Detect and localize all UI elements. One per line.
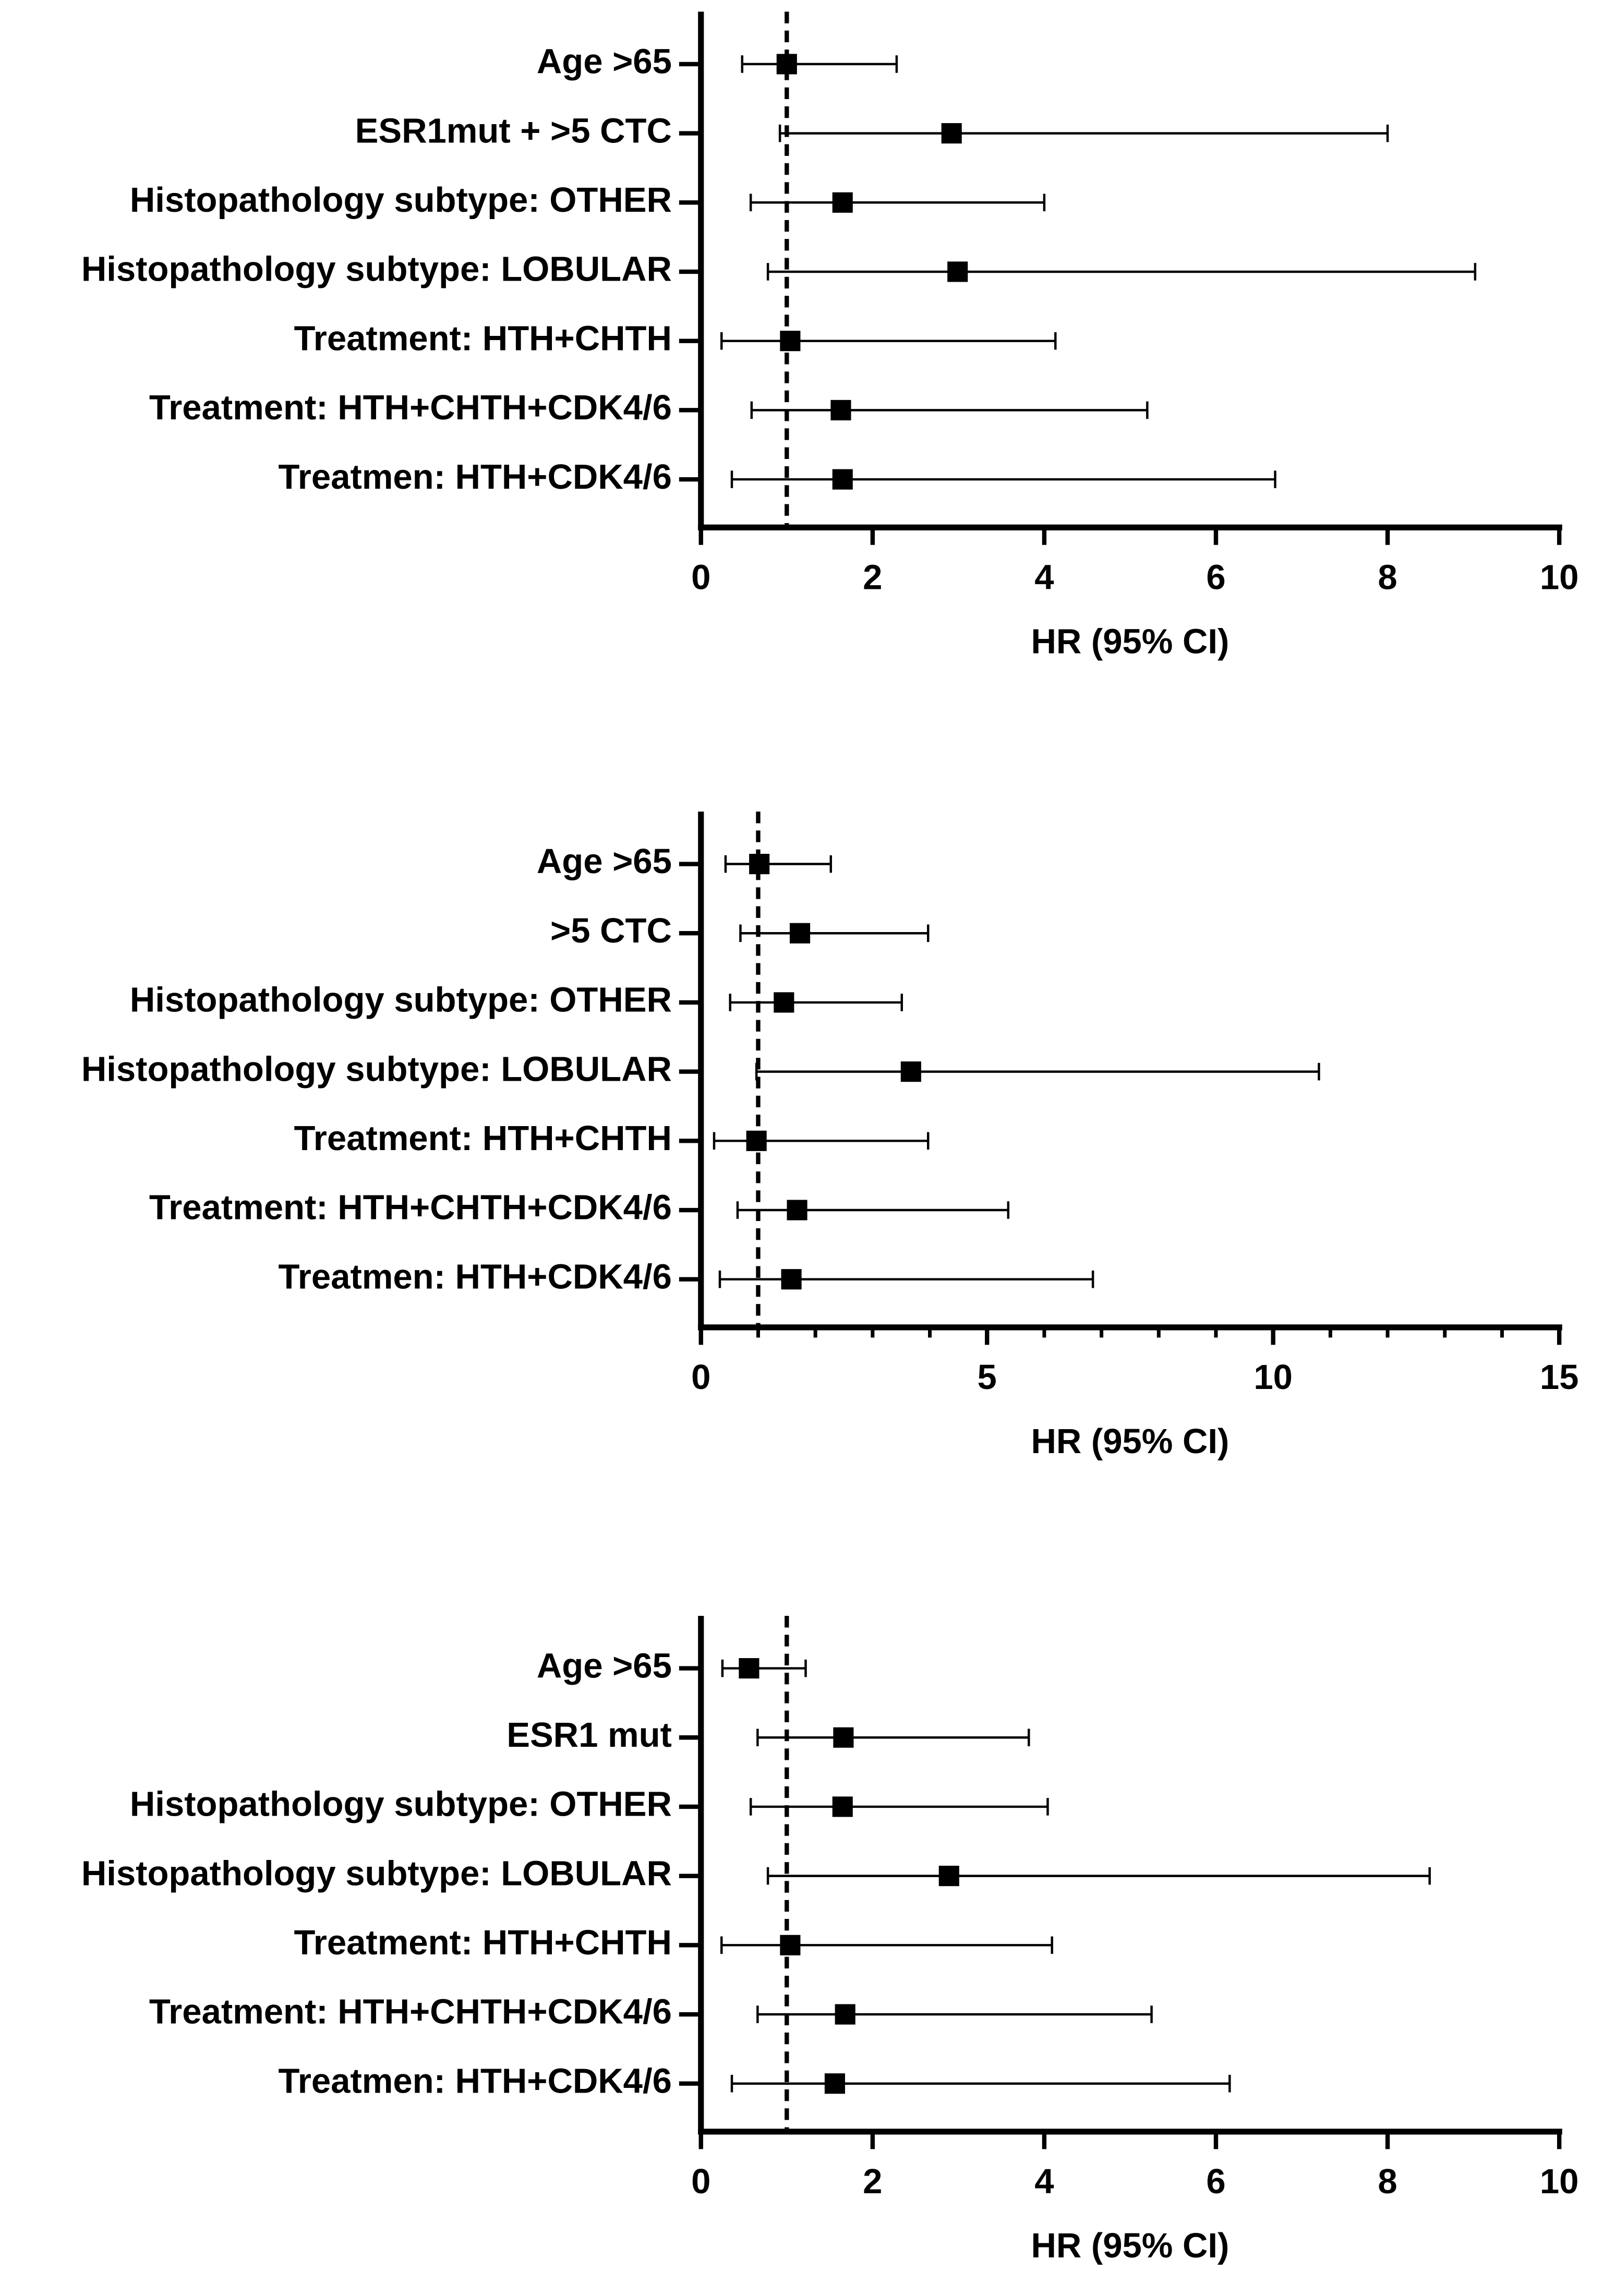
x-tick-label: 4: [1034, 2162, 1054, 2201]
y-tick-label: Histopathology subtype: LOBULAR: [81, 250, 672, 289]
x-tick-label: 8: [1378, 558, 1397, 597]
hr-point: [781, 1269, 802, 1290]
hr-point: [789, 923, 811, 944]
x-axis-label: HR (95% CI): [1031, 622, 1229, 661]
hr-point: [835, 2004, 855, 2025]
hr-point: [832, 192, 853, 213]
x-tick-label: 4: [1034, 558, 1054, 597]
y-tick-label: Treatment: HTH+CHTH+CDK4/6: [149, 1992, 672, 2032]
y-tick-label: >5 CTC: [550, 911, 672, 950]
y-tick-label: Treatmen: HTH+CDK4/6: [279, 457, 672, 497]
x-tick-label: 0: [691, 558, 710, 597]
hr-point: [780, 1935, 801, 1955]
hr-point: [780, 331, 801, 352]
x-tick-label: 2: [863, 558, 882, 597]
x-tick-label: 10: [1254, 1358, 1293, 1397]
hr-point: [787, 1200, 807, 1220]
hr-point: [774, 992, 794, 1013]
y-tick-label: Treatmen: HTH+CDK4/6: [279, 1257, 672, 1296]
hr-point: [833, 1727, 854, 1748]
hr-point: [746, 1130, 767, 1151]
y-tick-label: Treatment: HTH+CHTH: [294, 1119, 671, 1158]
y-tick-label: Treatment: HTH+CHTH+CDK4/6: [149, 1188, 672, 1227]
x-tick-label: 0: [691, 1358, 710, 1397]
x-tick-label: 6: [1206, 558, 1225, 597]
x-tick-label: 10: [1540, 2162, 1579, 2201]
y-tick-label: Age >65: [537, 1646, 672, 1685]
hr-point: [938, 1866, 959, 1887]
x-tick-label: 10: [1540, 558, 1579, 597]
hr-point: [749, 853, 770, 875]
y-tick-label: Age >65: [537, 842, 672, 881]
hr-point: [947, 261, 968, 282]
x-axis-label: HR (95% CI): [1031, 2226, 1229, 2265]
hr-point: [824, 2073, 845, 2094]
x-axis-label: HR (95% CI): [1031, 1422, 1229, 1461]
x-tick-label: 0: [691, 2162, 710, 2201]
y-tick-label: ESR1 mut: [507, 1715, 672, 1755]
y-tick-label: Treatment: HTH+CHTH: [294, 1923, 671, 1962]
hr-point: [776, 54, 797, 75]
y-tick-label: Age >65: [537, 42, 672, 81]
x-tick-label: 5: [978, 1358, 997, 1397]
hr-point: [832, 469, 853, 490]
y-tick-label: Histopathology subtype: LOBULAR: [81, 1854, 672, 1893]
x-tick-label: 8: [1378, 2162, 1397, 2201]
hr-point: [739, 1658, 760, 1679]
y-tick-label: Histopathology subtype: OTHER: [130, 981, 672, 1020]
x-tick-label: 2: [863, 2162, 882, 2201]
y-tick-label: Treatment: HTH+CHTH+CDK4/6: [149, 388, 672, 427]
hr-point: [941, 123, 962, 144]
hr-point: [900, 1061, 921, 1082]
y-tick-label: Histopathology subtype: OTHER: [130, 1785, 672, 1824]
y-tick-label: Treatmen: HTH+CDK4/6: [279, 2061, 672, 2100]
y-tick-label: Histopathology subtype: LOBULAR: [81, 1049, 672, 1089]
y-tick-label: Treatment: HTH+CHTH: [294, 319, 671, 358]
hr-point: [830, 400, 851, 420]
y-tick-label: ESR1mut + >5 CTC: [355, 111, 672, 150]
x-tick-label: 15: [1540, 1358, 1579, 1397]
y-tick-label: Histopathology subtype: OTHER: [130, 180, 672, 220]
x-tick-label: 6: [1206, 2162, 1225, 2201]
hr-point: [832, 1796, 853, 1817]
